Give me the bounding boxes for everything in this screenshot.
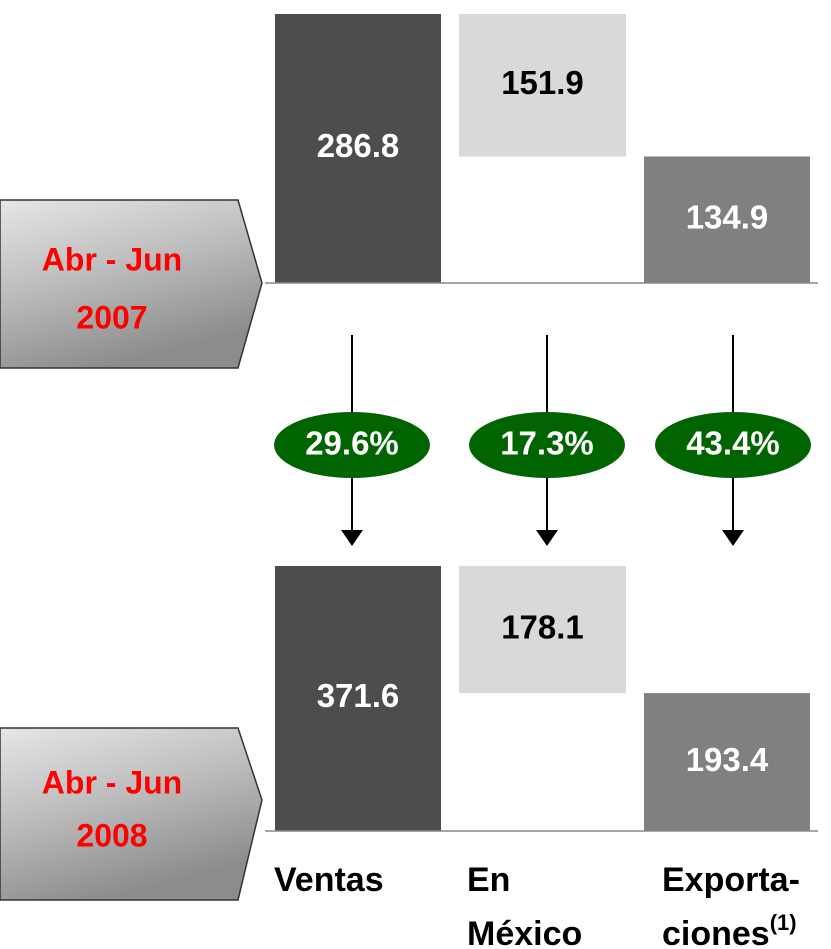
value-label: 178.1 (501, 608, 584, 645)
value-label: 134.9 (686, 198, 769, 235)
bar (275, 14, 441, 283)
bar (644, 693, 810, 831)
bar (644, 156, 810, 283)
period-label: 2007 (76, 299, 147, 335)
value-label: 286.8 (317, 127, 400, 164)
bar (459, 566, 626, 694)
change-label: 43.4% (686, 425, 780, 462)
bar (275, 566, 441, 831)
change-label: 17.3% (500, 425, 594, 462)
arrow-head (341, 530, 363, 546)
period-arrow (0, 199, 263, 369)
period-label: Abr - Jun (42, 241, 182, 277)
category-label: Exporta- (662, 861, 800, 899)
period-label: Abr - Jun (42, 764, 182, 800)
change-badge (655, 412, 811, 478)
footnote-mark: (1) (770, 910, 797, 935)
change-label: 29.6% (305, 425, 399, 462)
period-arrow (0, 727, 263, 901)
category-label: ciones(1) (662, 910, 797, 949)
period-label: 2008 (76, 817, 147, 853)
category-label: Ventas (274, 861, 384, 899)
arrow-head (722, 530, 744, 546)
value-label: 371.6 (317, 677, 400, 714)
category-label: México (467, 915, 582, 949)
change-badge (274, 412, 430, 478)
value-label: 151.9 (501, 64, 584, 101)
category-label: En (467, 861, 510, 899)
bar (459, 14, 626, 157)
arrow-head (536, 530, 558, 546)
value-label: 193.4 (686, 741, 769, 778)
change-badge (469, 412, 625, 478)
